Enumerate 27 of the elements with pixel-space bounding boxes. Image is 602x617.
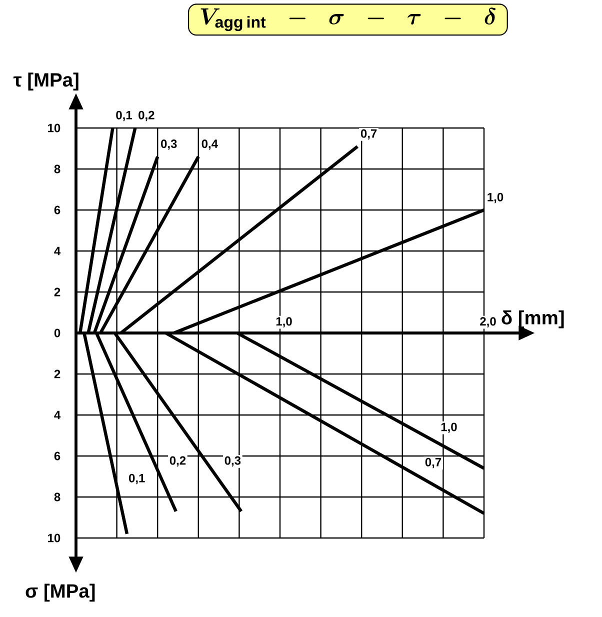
y-tick-label: 6 xyxy=(54,452,60,460)
y-tick-label: 4 xyxy=(54,410,61,420)
series-label: 0,2 xyxy=(170,456,186,467)
series-label: 1,0 xyxy=(441,422,457,433)
series-label: 1,0 xyxy=(488,192,504,204)
series-label: 0,2 xyxy=(138,110,154,122)
y-tick-label: 10 xyxy=(48,124,60,132)
series-label: 0,7 xyxy=(360,129,377,140)
y-tick-label: 6 xyxy=(54,206,60,214)
y-tick-label: 8 xyxy=(54,492,60,502)
series-label: 0,1 xyxy=(116,110,132,122)
y-tick-label: 10 xyxy=(48,534,60,542)
series-label: 0,3 xyxy=(161,140,177,150)
series-label: 0,7 xyxy=(425,458,442,468)
series-label: 0,1 xyxy=(128,474,145,484)
x-tick-label: 2,0 xyxy=(480,317,496,328)
series-label: 0,3 xyxy=(224,456,241,467)
y-tick-label: 2 xyxy=(54,370,60,378)
y-tick-label: 0 xyxy=(54,328,60,338)
text: σ [MPa] xyxy=(26,584,95,602)
series-label: 0,4 xyxy=(202,140,218,150)
x-axis-title: δ [mm] xyxy=(502,310,564,328)
y-tick-label: 2 xyxy=(54,288,60,296)
y-axis-title: τ [MPa] xyxy=(13,72,78,90)
y-tick-label: 8 xyxy=(54,164,60,174)
chart-title: $\boldsymbol{V_{\mathrm{agg\,int}}\;\;-\;\;\sigma\;\;-\;\;\tau\;\;-\;\;\delta}$ xyxy=(200,8,496,32)
y-tick-label: 4 xyxy=(54,246,61,256)
